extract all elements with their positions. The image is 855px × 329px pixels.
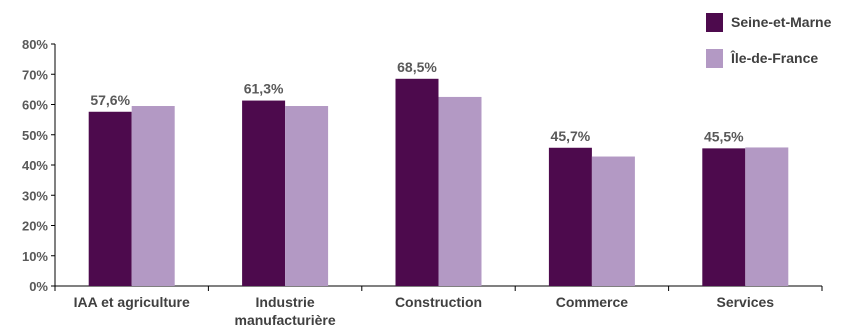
axes: 0% 10% 20% 30% 40% 50% 60% 70% 80%	[22, 37, 823, 294]
y-tick-label: 20%	[22, 219, 48, 234]
y-tick-label: 60%	[22, 98, 48, 113]
legend-item-seine-et-marne: Seine-et-Marne	[706, 12, 831, 32]
category-label: IAA et agriculture	[74, 294, 190, 310]
data-labels: 57,6% 61,3% 68,5% 45,7% 45,5%	[90, 59, 744, 145]
legend-swatch-seine-et-marne	[706, 12, 723, 32]
category-label: Commerce	[556, 294, 629, 310]
y-tick-label: 30%	[22, 188, 48, 203]
bar-ile-de-france	[745, 147, 789, 286]
y-tick-label: 10%	[22, 249, 48, 264]
data-label-seine-et-marne: 68,5%	[397, 59, 437, 75]
y-tick-label: 0%	[29, 279, 48, 294]
bar-ile-de-france	[438, 96, 482, 286]
legend-item-ile-de-france: Île-de-France	[706, 48, 831, 68]
y-tick-label: 70%	[22, 67, 48, 82]
category-label: Services	[716, 294, 774, 310]
legend-label-ile-de-france: Île-de-France	[731, 50, 819, 66]
category-label: Industrie	[256, 294, 315, 310]
data-label-seine-et-marne: 57,6%	[90, 92, 130, 108]
bar-seine-et-marne	[548, 147, 592, 286]
legend-label-seine-et-marne: Seine-et-Marne	[731, 14, 832, 30]
category-label: Construction	[395, 294, 482, 310]
bars	[88, 78, 789, 286]
bar-seine-et-marne	[88, 111, 132, 286]
y-tick-label: 40%	[22, 158, 48, 173]
category-labels: IAA et agriculture Industrie manufacturièr…	[74, 294, 775, 328]
bar-seine-et-marne	[702, 148, 746, 286]
data-label-seine-et-marne: 45,7%	[551, 128, 591, 144]
y-tick-label: 50%	[22, 128, 48, 143]
bar-seine-et-marne	[242, 100, 286, 286]
bar-ile-de-france	[591, 156, 635, 286]
legend: Seine-et-Marne Île-de-France	[706, 12, 831, 84]
y-tick-label: 80%	[22, 37, 48, 52]
bar-seine-et-marne	[395, 78, 439, 286]
data-label-seine-et-marne: 45,5%	[704, 128, 744, 144]
category-label: manufacturière	[235, 312, 336, 328]
data-label-seine-et-marne: 61,3%	[244, 81, 284, 97]
legend-swatch-ile-de-france	[706, 48, 723, 68]
bar-ile-de-france	[131, 106, 175, 286]
bar-ile-de-france	[285, 106, 329, 286]
